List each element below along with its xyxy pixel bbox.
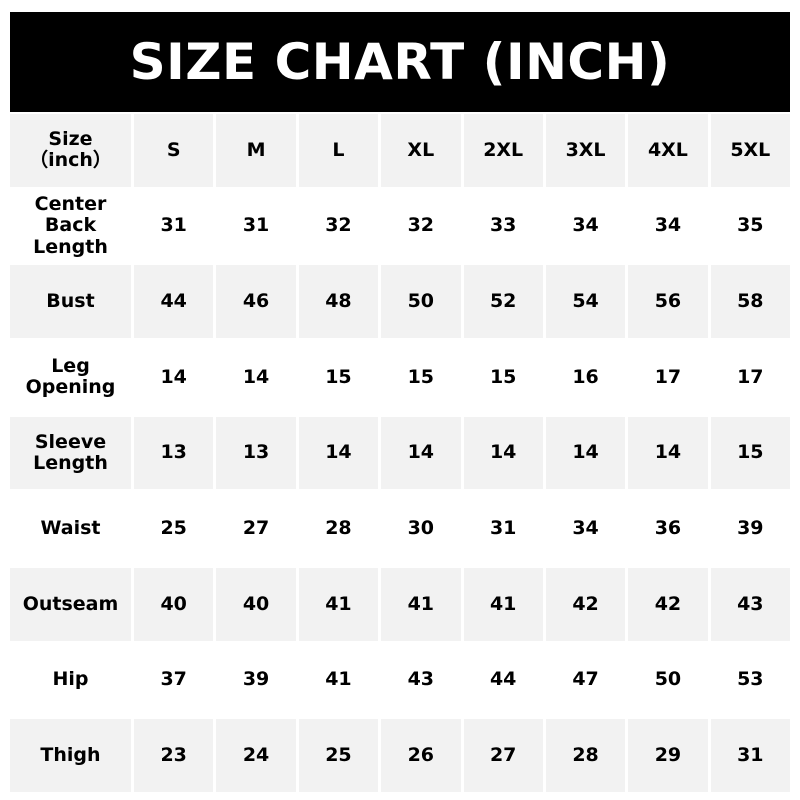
size-table: Size （inch） S M L XL 2XL 3XL 4XL 5XL Center Back …	[10, 114, 790, 792]
table-cell: 15	[381, 340, 461, 414]
table-cell: 37	[134, 643, 214, 717]
table-cell: 41	[298, 643, 379, 717]
table-cell: XL	[381, 114, 461, 187]
table-cell: S	[134, 114, 214, 187]
table-cell: 34	[628, 189, 708, 263]
row-label: Hip	[10, 643, 131, 717]
table-cell: 50	[381, 265, 461, 338]
table-cell: 17	[710, 340, 790, 414]
row-label: Bust	[10, 265, 131, 338]
table-cell: 17	[628, 340, 708, 414]
row-label: Thigh	[10, 719, 131, 792]
table-cell: 41	[463, 567, 543, 641]
row-label: Outseam	[10, 567, 131, 641]
table-cell: 43	[710, 567, 790, 641]
table-cell: 25	[298, 719, 379, 792]
table-cell: 29	[628, 719, 708, 792]
row-label: Waist	[10, 492, 131, 565]
table-cell: 15	[463, 340, 543, 414]
table-cell: 54	[545, 265, 626, 338]
table-cell: 44	[134, 265, 214, 338]
table-cell: 53	[710, 643, 790, 717]
table-cell: 58	[710, 265, 790, 338]
table-cell: 31	[463, 492, 543, 565]
table-cell: 24	[216, 719, 296, 792]
table-cell: 42	[545, 567, 626, 641]
table-cell: 56	[628, 265, 708, 338]
table-cell: 14	[298, 416, 379, 490]
table-cell: 30	[381, 492, 461, 565]
table-cell: 36	[628, 492, 708, 565]
table-cell: 27	[463, 719, 543, 792]
table-cell: 39	[710, 492, 790, 565]
table-cell: M	[216, 114, 296, 187]
table-cell: 28	[545, 719, 626, 792]
table-cell: 31	[710, 719, 790, 792]
table-cell: 5XL	[710, 114, 790, 187]
table-cell: 14	[381, 416, 461, 490]
table-cell: 31	[216, 189, 296, 263]
table-cell: 43	[381, 643, 461, 717]
table-cell: 13	[134, 416, 214, 490]
table-cell: 16	[545, 340, 626, 414]
table-cell: 13	[216, 416, 296, 490]
table-cell: 33	[463, 189, 543, 263]
table-cell: L	[298, 114, 379, 187]
table-cell: 48	[298, 265, 379, 338]
table-cell: 34	[545, 189, 626, 263]
table-cell: 44	[463, 643, 543, 717]
row-label: Sleeve Length	[10, 416, 131, 490]
table-cell: 26	[381, 719, 461, 792]
table-cell: 28	[298, 492, 379, 565]
table-cell: 14	[628, 416, 708, 490]
table-cell: 47	[545, 643, 626, 717]
table-cell: 41	[298, 567, 379, 641]
table-cell: 3XL	[545, 114, 626, 187]
table-cell: 2XL	[463, 114, 543, 187]
table-cell: 32	[298, 189, 379, 263]
row-label: Center Back Length	[10, 189, 131, 263]
table-cell: 15	[710, 416, 790, 490]
table-cell: 14	[134, 340, 214, 414]
table-cell: 14	[463, 416, 543, 490]
table-cell: 35	[710, 189, 790, 263]
table-cell: 40	[216, 567, 296, 641]
table-cell: 15	[298, 340, 379, 414]
table-cell: 32	[381, 189, 461, 263]
table-cell: 34	[545, 492, 626, 565]
table-cell: 46	[216, 265, 296, 338]
table-cell: 4XL	[628, 114, 708, 187]
table-cell: 25	[134, 492, 214, 565]
table-cell: 52	[463, 265, 543, 338]
table-cell: 39	[216, 643, 296, 717]
table-cell: 14	[216, 340, 296, 414]
row-label: Leg Opening	[10, 340, 131, 414]
table-cell: 50	[628, 643, 708, 717]
table-cell: 27	[216, 492, 296, 565]
chart-title: SIZE CHART (INCH)	[10, 12, 790, 112]
table-cell: 14	[545, 416, 626, 490]
table-cell: 40	[134, 567, 214, 641]
table-cell: 23	[134, 719, 214, 792]
row-label: Size （inch）	[10, 114, 131, 187]
table-cell: 42	[628, 567, 708, 641]
table-cell: 31	[134, 189, 214, 263]
table-cell: 41	[381, 567, 461, 641]
